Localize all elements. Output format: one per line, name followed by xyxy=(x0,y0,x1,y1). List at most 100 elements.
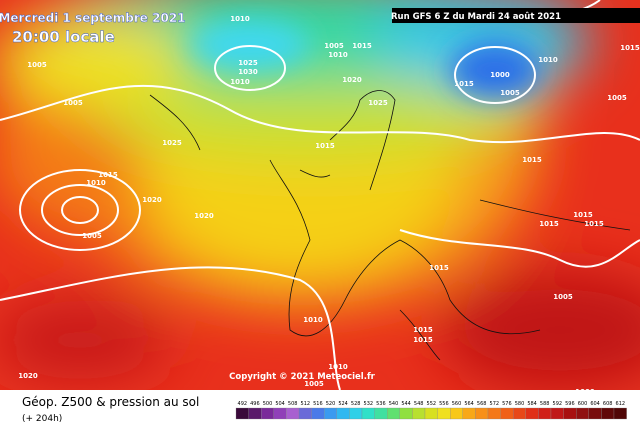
legend-tick-label: 540 xyxy=(389,401,399,407)
legend-swatch xyxy=(273,407,287,420)
isobar-label: 1020 xyxy=(142,196,162,204)
isobar-label: 1010 xyxy=(303,316,323,324)
isobar-label: 1015 xyxy=(429,264,449,272)
isobar-label: 1020 xyxy=(342,76,362,84)
legend-swatch xyxy=(361,407,375,420)
isobar-label: 1015 xyxy=(98,171,118,179)
isobar-label: 1015 xyxy=(584,220,604,228)
isobar-label: 1005 xyxy=(607,94,627,102)
legend-swatch xyxy=(475,407,489,420)
legend-swatch xyxy=(412,407,426,420)
isobar-label: 1020 xyxy=(18,372,38,380)
legend-swatch xyxy=(374,407,388,420)
footer-title: Géop. Z500 & pression au sol xyxy=(22,395,199,409)
legend-swatch xyxy=(513,407,526,420)
isobar-label: 1005 xyxy=(500,89,520,97)
legend-tick-label: 532 xyxy=(364,401,374,407)
legend-swatch xyxy=(235,407,249,420)
legend-tick-label: 552 xyxy=(427,401,437,407)
legend-swatch xyxy=(286,407,300,420)
legend-tick-label: 536 xyxy=(376,401,386,407)
isobar-label: 1005 xyxy=(63,99,83,107)
legend-tick-label: 596 xyxy=(565,401,575,407)
legend-tick-label: 504 xyxy=(275,401,285,407)
isobar-label: 1025 xyxy=(368,99,388,107)
time: 20:00 locale xyxy=(12,28,115,46)
legend-tick-label: 556 xyxy=(439,401,449,407)
legend-tick-label: 508 xyxy=(288,401,298,407)
legend-swatch xyxy=(298,407,312,420)
isobar-label: 1005 xyxy=(27,61,47,69)
legend-tick-label: 608 xyxy=(603,401,613,407)
isobar-label: 1015 xyxy=(413,326,433,334)
legend-tick-label: 564 xyxy=(464,401,474,407)
legend-swatch xyxy=(601,407,615,420)
legend-swatch xyxy=(336,407,350,420)
isobar-label: 1010 xyxy=(538,56,558,64)
legend-tick-label: 580 xyxy=(515,401,525,407)
legend-swatch xyxy=(576,407,589,420)
legend-tick-label: 544 xyxy=(401,401,411,407)
isobar-label: 1015 xyxy=(522,156,542,164)
isobar-label: 1015 xyxy=(454,80,474,88)
isobar-label: 1025 xyxy=(238,59,258,67)
isobar-label: 1005 xyxy=(324,42,344,50)
legend-tick-label: 592 xyxy=(553,401,563,407)
legend: 492 496 500 504 508 512 516 520 524 528 532 536 540 5… xyxy=(235,401,627,420)
legend-tick-label: 604 xyxy=(590,401,600,407)
legend-swatch xyxy=(248,407,262,420)
legend-swatch xyxy=(450,407,463,420)
legend-swatch xyxy=(349,407,363,420)
legend-swatch xyxy=(399,407,413,420)
legend-tick-label: 492 xyxy=(238,401,248,407)
isobar-label: 1015 xyxy=(352,42,372,50)
date: Mercredi 1 septembre 2021 xyxy=(0,11,186,25)
run-info: Run GFS 6 Z du Mardi 24 août 2021 xyxy=(391,12,561,22)
legend-tick-label: 548 xyxy=(414,401,424,407)
isobar-label: 1015 xyxy=(620,44,640,52)
isobar-label: 1010 xyxy=(86,179,106,187)
legend-tick-label: 576 xyxy=(502,401,512,407)
legend-swatch xyxy=(487,407,501,420)
legend-tick-label: 500 xyxy=(263,401,273,407)
legend-tick-label: 496 xyxy=(250,401,260,407)
isobar-label: 1010 xyxy=(328,363,348,371)
isobar-label: 1030 xyxy=(238,68,258,76)
isobar-label: 1015 xyxy=(413,336,433,344)
isobar-label: 1005 xyxy=(553,293,573,301)
legend-tick-label: 568 xyxy=(477,401,487,407)
isobar-label: 1005 xyxy=(304,380,324,388)
legend-swatch xyxy=(424,407,438,420)
legend-tick-label: 520 xyxy=(326,401,336,407)
legend-swatch xyxy=(437,407,451,420)
legend-tick-label: 584 xyxy=(527,401,537,407)
legend-swatch xyxy=(261,407,274,420)
footer-lead: (+ 204h) xyxy=(22,414,62,424)
isobar-label: 1025 xyxy=(162,139,182,147)
legend-tick-label: 524 xyxy=(338,401,348,407)
isobar-label: 1000 xyxy=(490,71,510,79)
legend-tick-label: 612 xyxy=(616,401,626,407)
legend-tick-label: 572 xyxy=(490,401,500,407)
legend-swatch xyxy=(525,407,539,420)
isobar-label: 1015 xyxy=(539,220,559,228)
legend-tick-label: 512 xyxy=(301,401,311,407)
legend-tick-label: 528 xyxy=(351,401,361,407)
legend-swatch xyxy=(550,407,564,420)
legend-swatch xyxy=(563,407,577,420)
legend-tick-label: 516 xyxy=(313,401,323,407)
legend-tick-label: 600 xyxy=(578,401,588,407)
legend-swatch xyxy=(500,407,514,420)
isobar-label: 1010 xyxy=(328,51,348,59)
legend-swatch xyxy=(462,407,476,420)
isobar-label: 1010 xyxy=(230,15,250,23)
isobar-label: 1010 xyxy=(230,78,250,86)
legend-swatch xyxy=(538,407,552,420)
copyright: Copyright © 2021 Meteociel.fr xyxy=(229,372,375,382)
legend-swatch xyxy=(311,407,325,420)
isobar-label: 1015 xyxy=(573,211,593,219)
legend-swatch xyxy=(324,407,337,420)
legend-tick-label: 588 xyxy=(540,401,550,407)
legend-swatch xyxy=(387,407,400,420)
